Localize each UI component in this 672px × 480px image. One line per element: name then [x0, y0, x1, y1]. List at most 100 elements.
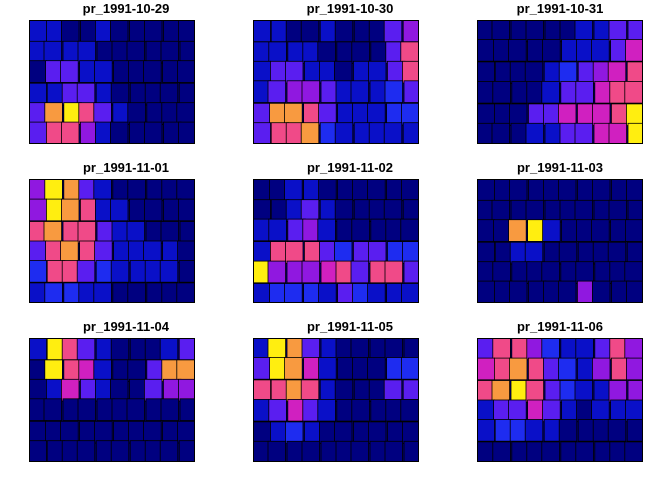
county-cell	[43, 40, 63, 64]
county-cell	[608, 380, 628, 403]
county-cell	[159, 338, 179, 361]
county-cell	[383, 20, 403, 43]
county-cell	[253, 20, 272, 43]
county-cell	[508, 219, 527, 242]
county-cell	[253, 199, 272, 222]
county-cell	[127, 179, 146, 202]
county-cell	[542, 39, 561, 62]
county-cell	[301, 260, 321, 284]
county-cell	[367, 283, 386, 303]
map-panel-5	[253, 179, 419, 303]
county-cell	[542, 219, 561, 242]
county-cell	[110, 378, 129, 402]
map-frame	[29, 338, 195, 462]
county-cell	[350, 80, 370, 103]
county-cell	[110, 260, 130, 283]
county-cell	[29, 282, 48, 303]
county-cell	[43, 398, 63, 421]
county-cell	[178, 338, 195, 361]
county-cell	[575, 338, 594, 361]
county-cell	[177, 198, 195, 222]
panel-title-2: pr_1991-10-30	[306, 1, 394, 16]
county-cell	[301, 440, 321, 462]
county-cell	[93, 282, 112, 303]
county-cell	[525, 20, 545, 43]
county-cell	[177, 378, 195, 402]
map-frame	[477, 179, 643, 303]
county-cell	[317, 41, 336, 65]
county-cell	[29, 102, 48, 125]
county-cell	[77, 40, 97, 64]
county-cell	[77, 398, 97, 421]
county-cell	[61, 378, 80, 402]
county-cell	[350, 338, 370, 361]
county-cell	[318, 179, 337, 202]
county-cell	[607, 419, 627, 442]
county-cell	[477, 103, 496, 127]
panel-title-8: pr_1991-11-05	[306, 319, 393, 334]
county-cell	[176, 359, 195, 383]
county-cell	[383, 379, 403, 403]
county-cell	[160, 398, 180, 421]
county-cell	[268, 218, 287, 242]
county-cell	[401, 421, 419, 445]
panel-title-9: pr_1991-11-06	[516, 319, 603, 334]
county-cell	[625, 103, 643, 127]
county-cell	[334, 122, 354, 144]
county-cell	[368, 241, 387, 264]
county-cell	[160, 221, 180, 244]
county-cell	[143, 420, 162, 444]
county-cell	[144, 121, 163, 144]
county-cell	[318, 283, 337, 303]
county-cell	[29, 440, 48, 462]
county-cell	[29, 20, 48, 43]
county-cell	[127, 359, 146, 383]
county-cell	[402, 379, 419, 403]
county-cell	[592, 103, 611, 127]
county-cell	[477, 179, 496, 202]
county-cell	[267, 440, 287, 462]
county-cell	[350, 440, 370, 462]
county-cell	[383, 199, 403, 222]
county-cell	[608, 122, 628, 144]
county-cell	[268, 41, 287, 65]
county-cell	[61, 121, 80, 144]
county-cell	[177, 60, 195, 83]
map-frame	[477, 20, 643, 144]
county-cell	[541, 338, 560, 361]
county-cell	[383, 122, 403, 144]
county-cell	[159, 260, 179, 283]
county-cell	[558, 419, 578, 442]
county-cell	[285, 241, 304, 264]
county-cell	[591, 39, 610, 62]
county-cell	[285, 60, 304, 84]
map-panel-2	[253, 20, 419, 144]
county-cell	[76, 440, 96, 462]
county-cell	[477, 241, 496, 265]
county-cell	[177, 121, 195, 144]
map-panel-9	[477, 338, 643, 462]
county-cell	[110, 440, 130, 462]
county-cell	[575, 261, 594, 284]
map-panel-1	[29, 20, 195, 144]
county-cell	[401, 283, 419, 303]
county-cell	[127, 282, 146, 303]
county-cell	[29, 338, 48, 361]
county-cell	[541, 81, 560, 104]
county-cell	[558, 357, 577, 381]
county-cell	[384, 80, 404, 103]
county-cell	[492, 261, 511, 284]
county-cell	[591, 219, 610, 242]
county-cell	[300, 20, 320, 43]
county-cell	[159, 440, 179, 462]
county-cell	[491, 122, 511, 144]
county-cell	[477, 419, 496, 442]
county-cell	[477, 399, 496, 423]
county-cell	[267, 338, 287, 361]
county-cell	[253, 102, 272, 126]
county-cell	[285, 421, 304, 445]
county-cell	[144, 20, 163, 43]
map-panel-6	[477, 179, 643, 303]
county-cell	[574, 20, 594, 43]
